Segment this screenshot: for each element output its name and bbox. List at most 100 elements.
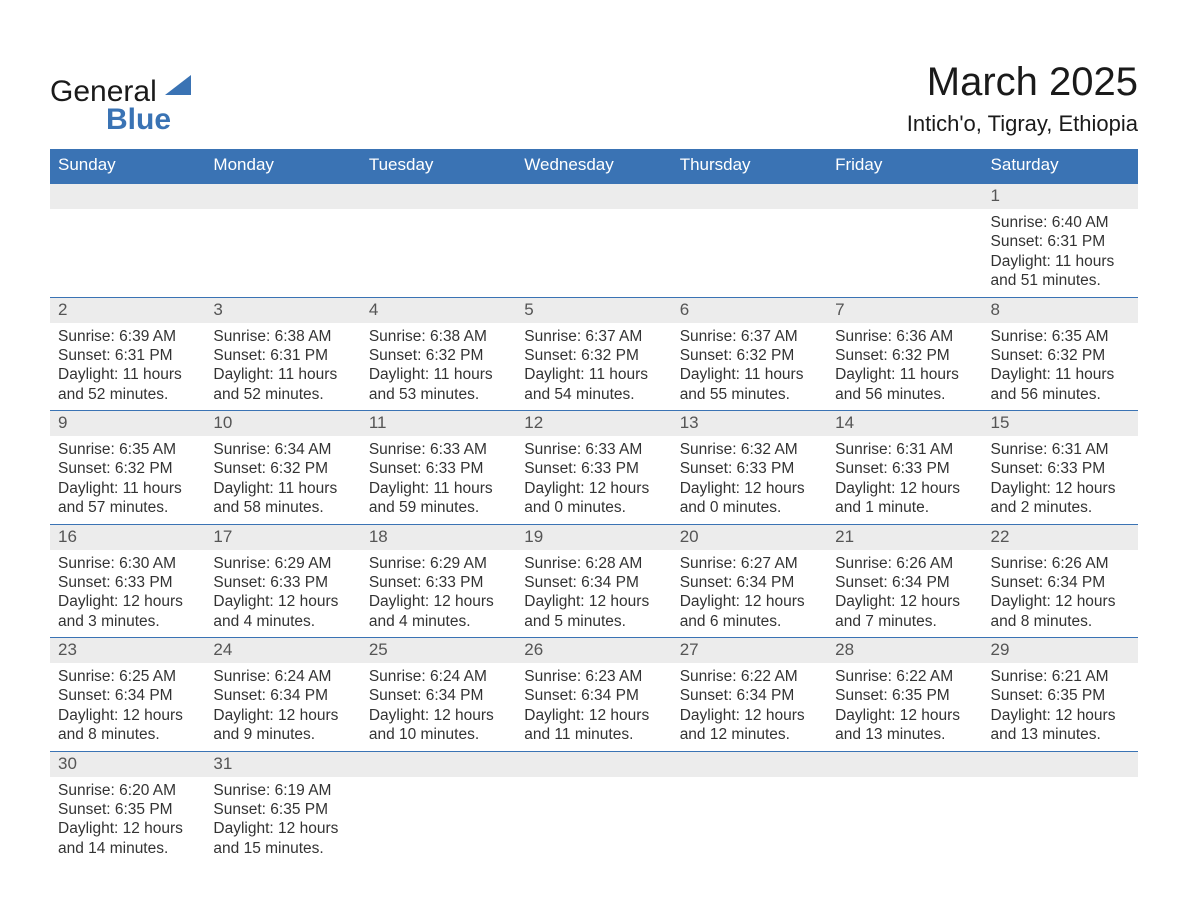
day-details: Sunrise: 6:30 AMSunset: 6:33 PMDaylight:… xyxy=(50,550,205,634)
sunrise-text: Sunrise: 6:27 AM xyxy=(680,554,821,573)
sunset-text: Sunset: 6:32 PM xyxy=(991,346,1132,365)
sunset-text: Sunset: 6:34 PM xyxy=(680,686,821,705)
sunrise-text: Sunrise: 6:33 AM xyxy=(369,440,510,459)
sunrise-text: Sunrise: 6:39 AM xyxy=(58,327,199,346)
week-row: 2Sunrise: 6:39 AMSunset: 6:31 PMDaylight… xyxy=(50,297,1138,411)
header-row: General Blue March 2025 Intich'o, Tigray… xyxy=(50,40,1138,143)
day-number: 14 xyxy=(827,411,982,436)
day-details: Sunrise: 6:26 AMSunset: 6:34 PMDaylight:… xyxy=(827,550,982,634)
day-cell: 22Sunrise: 6:26 AMSunset: 6:34 PMDayligh… xyxy=(983,525,1138,638)
day-number: 3 xyxy=(205,298,360,323)
day-of-week-header: Friday xyxy=(827,149,982,183)
day-cell: 7Sunrise: 6:36 AMSunset: 6:32 PMDaylight… xyxy=(827,298,982,411)
day-number: 6 xyxy=(672,298,827,323)
day-cell: 2Sunrise: 6:39 AMSunset: 6:31 PMDaylight… xyxy=(50,298,205,411)
empty-day-bar xyxy=(205,184,360,209)
empty-day-bar xyxy=(672,184,827,209)
daylight-text: Daylight: 12 hours and 14 minutes. xyxy=(58,819,199,858)
sunrise-text: Sunrise: 6:29 AM xyxy=(369,554,510,573)
day-cell: 9Sunrise: 6:35 AMSunset: 6:32 PMDaylight… xyxy=(50,411,205,524)
sunset-text: Sunset: 6:35 PM xyxy=(991,686,1132,705)
daylight-text: Daylight: 12 hours and 8 minutes. xyxy=(58,706,199,745)
day-cell: 12Sunrise: 6:33 AMSunset: 6:33 PMDayligh… xyxy=(516,411,671,524)
week-row: 1Sunrise: 6:40 AMSunset: 6:31 PMDaylight… xyxy=(50,183,1138,297)
day-cell: 25Sunrise: 6:24 AMSunset: 6:34 PMDayligh… xyxy=(361,638,516,751)
daylight-text: Daylight: 11 hours and 53 minutes. xyxy=(369,365,510,404)
day-details: Sunrise: 6:21 AMSunset: 6:35 PMDaylight:… xyxy=(983,663,1138,747)
day-cell: 3Sunrise: 6:38 AMSunset: 6:31 PMDaylight… xyxy=(205,298,360,411)
sunrise-text: Sunrise: 6:35 AM xyxy=(991,327,1132,346)
sunrise-text: Sunrise: 6:35 AM xyxy=(58,440,199,459)
sunrise-text: Sunrise: 6:38 AM xyxy=(369,327,510,346)
sunrise-text: Sunrise: 6:31 AM xyxy=(835,440,976,459)
day-number: 23 xyxy=(50,638,205,663)
day-cell: 20Sunrise: 6:27 AMSunset: 6:34 PMDayligh… xyxy=(672,525,827,638)
week-row: 30Sunrise: 6:20 AMSunset: 6:35 PMDayligh… xyxy=(50,751,1138,865)
sunset-text: Sunset: 6:34 PM xyxy=(58,686,199,705)
day-cell: 29Sunrise: 6:21 AMSunset: 6:35 PMDayligh… xyxy=(983,638,1138,751)
empty-day-bar xyxy=(827,752,982,777)
day-details: Sunrise: 6:31 AMSunset: 6:33 PMDaylight:… xyxy=(983,436,1138,520)
day-of-week-header-row: SundayMondayTuesdayWednesdayThursdayFrid… xyxy=(50,149,1138,183)
sunset-text: Sunset: 6:34 PM xyxy=(835,573,976,592)
daylight-text: Daylight: 12 hours and 1 minute. xyxy=(835,479,976,518)
daylight-text: Daylight: 11 hours and 56 minutes. xyxy=(991,365,1132,404)
day-cell: 16Sunrise: 6:30 AMSunset: 6:33 PMDayligh… xyxy=(50,525,205,638)
day-details: Sunrise: 6:28 AMSunset: 6:34 PMDaylight:… xyxy=(516,550,671,634)
empty-day-bar xyxy=(516,184,671,209)
sunrise-text: Sunrise: 6:38 AM xyxy=(213,327,354,346)
day-cell xyxy=(361,184,516,297)
sunset-text: Sunset: 6:33 PM xyxy=(991,459,1132,478)
sunset-text: Sunset: 6:33 PM xyxy=(680,459,821,478)
sunrise-text: Sunrise: 6:34 AM xyxy=(213,440,354,459)
day-details: Sunrise: 6:34 AMSunset: 6:32 PMDaylight:… xyxy=(205,436,360,520)
daylight-text: Daylight: 12 hours and 7 minutes. xyxy=(835,592,976,631)
day-number: 12 xyxy=(516,411,671,436)
day-cell: 6Sunrise: 6:37 AMSunset: 6:32 PMDaylight… xyxy=(672,298,827,411)
day-cell: 5Sunrise: 6:37 AMSunset: 6:32 PMDaylight… xyxy=(516,298,671,411)
day-details: Sunrise: 6:31 AMSunset: 6:33 PMDaylight:… xyxy=(827,436,982,520)
day-details: Sunrise: 6:38 AMSunset: 6:31 PMDaylight:… xyxy=(205,323,360,407)
sunrise-text: Sunrise: 6:21 AM xyxy=(991,667,1132,686)
day-number: 10 xyxy=(205,411,360,436)
day-cell: 23Sunrise: 6:25 AMSunset: 6:34 PMDayligh… xyxy=(50,638,205,751)
sunset-text: Sunset: 6:34 PM xyxy=(369,686,510,705)
sunset-text: Sunset: 6:32 PM xyxy=(835,346,976,365)
empty-day-bar xyxy=(827,184,982,209)
daylight-text: Daylight: 11 hours and 58 minutes. xyxy=(213,479,354,518)
daylight-text: Daylight: 12 hours and 9 minutes. xyxy=(213,706,354,745)
daylight-text: Daylight: 12 hours and 0 minutes. xyxy=(524,479,665,518)
day-cell: 8Sunrise: 6:35 AMSunset: 6:32 PMDaylight… xyxy=(983,298,1138,411)
day-cell: 13Sunrise: 6:32 AMSunset: 6:33 PMDayligh… xyxy=(672,411,827,524)
sunset-text: Sunset: 6:31 PM xyxy=(58,346,199,365)
sunset-text: Sunset: 6:35 PM xyxy=(835,686,976,705)
day-of-week-header: Saturday xyxy=(983,149,1138,183)
sunset-text: Sunset: 6:33 PM xyxy=(58,573,199,592)
day-number: 21 xyxy=(827,525,982,550)
sunset-text: Sunset: 6:33 PM xyxy=(213,573,354,592)
day-number: 9 xyxy=(50,411,205,436)
day-details: Sunrise: 6:37 AMSunset: 6:32 PMDaylight:… xyxy=(672,323,827,407)
sunset-text: Sunset: 6:31 PM xyxy=(213,346,354,365)
day-cell: 28Sunrise: 6:22 AMSunset: 6:35 PMDayligh… xyxy=(827,638,982,751)
empty-day-bar xyxy=(672,752,827,777)
day-cell: 24Sunrise: 6:24 AMSunset: 6:34 PMDayligh… xyxy=(205,638,360,751)
sunrise-text: Sunrise: 6:20 AM xyxy=(58,781,199,800)
day-cell: 19Sunrise: 6:28 AMSunset: 6:34 PMDayligh… xyxy=(516,525,671,638)
daylight-text: Daylight: 11 hours and 59 minutes. xyxy=(369,479,510,518)
sunset-text: Sunset: 6:34 PM xyxy=(524,686,665,705)
sunrise-text: Sunrise: 6:29 AM xyxy=(213,554,354,573)
sunrise-text: Sunrise: 6:19 AM xyxy=(213,781,354,800)
empty-day-bar xyxy=(983,752,1138,777)
day-cell: 4Sunrise: 6:38 AMSunset: 6:32 PMDaylight… xyxy=(361,298,516,411)
brand-name-2: Blue xyxy=(50,108,191,132)
daylight-text: Daylight: 12 hours and 15 minutes. xyxy=(213,819,354,858)
day-cell: 10Sunrise: 6:34 AMSunset: 6:32 PMDayligh… xyxy=(205,411,360,524)
sunset-text: Sunset: 6:35 PM xyxy=(213,800,354,819)
sunrise-text: Sunrise: 6:37 AM xyxy=(524,327,665,346)
daylight-text: Daylight: 12 hours and 8 minutes. xyxy=(991,592,1132,631)
day-number: 4 xyxy=(361,298,516,323)
day-of-week-header: Wednesday xyxy=(516,149,671,183)
daylight-text: Daylight: 11 hours and 56 minutes. xyxy=(835,365,976,404)
day-cell: 17Sunrise: 6:29 AMSunset: 6:33 PMDayligh… xyxy=(205,525,360,638)
